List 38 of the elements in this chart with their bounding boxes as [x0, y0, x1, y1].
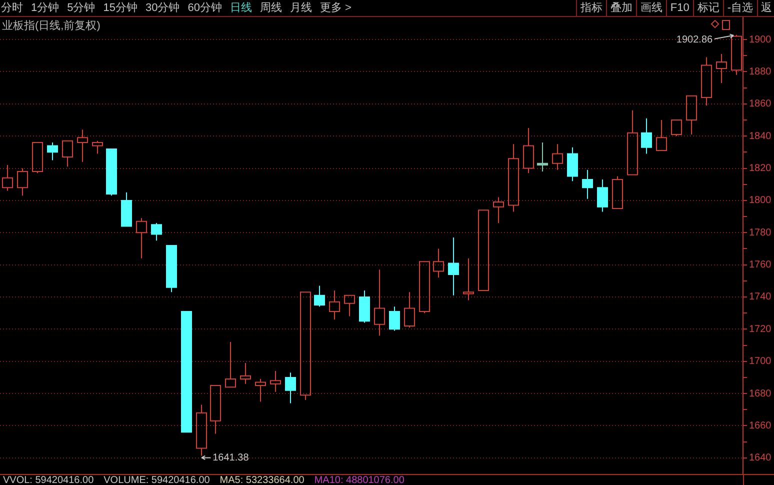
text: MA10: 48801076.00 [314, 474, 405, 485]
text: 更多 > [320, 2, 352, 14]
text: 5分钟 [67, 2, 96, 14]
y-tick-label: 1860 [749, 98, 772, 110]
text: 60分钟 [188, 2, 222, 14]
text: 画线 [640, 1, 662, 14]
text: 叠加 [610, 1, 632, 14]
text: 1分钟 [31, 2, 60, 14]
text: VOLUME: 59420416.00 [104, 474, 210, 485]
text: -自选 [727, 1, 754, 14]
y-tick-label: 1760 [749, 260, 772, 271]
annotation: 1641.38 [212, 452, 250, 464]
text: MA5: 53233664.00 [220, 474, 305, 485]
text: 15分钟 [103, 2, 138, 14]
text: 周线 [260, 1, 282, 14]
annotation: 1902.86 [676, 34, 713, 46]
y-tick-label: 1680 [749, 388, 772, 400]
y-tick-label: 1640 [749, 452, 772, 464]
text: 月线 [290, 1, 312, 14]
y-tick-label: 1740 [749, 292, 772, 303]
text: 指标 [579, 2, 602, 14]
chart-title: 业板指(日线,前复权) [2, 19, 100, 32]
y-tick-label: 1780 [749, 227, 772, 238]
text: 30分钟 [145, 2, 180, 14]
text: 标记 [696, 2, 720, 14]
y-tick-label: 1900 [749, 34, 772, 46]
text: 日线 [230, 1, 252, 14]
text: F10 [670, 2, 690, 14]
y-tick-label: 1800 [749, 195, 772, 206]
y-tick-label: 1720 [749, 324, 772, 335]
y-tick-label: 1660 [749, 420, 772, 432]
y-tick-label: 1700 [749, 356, 772, 368]
y-tick-label: 1840 [749, 130, 772, 142]
text: 分时 [1, 1, 23, 14]
y-tick-label: 1880 [749, 66, 772, 78]
text: 返 [761, 1, 772, 14]
text: VVOL: 59420416.00 [3, 474, 94, 485]
y-tick-label: 1820 [749, 163, 772, 174]
